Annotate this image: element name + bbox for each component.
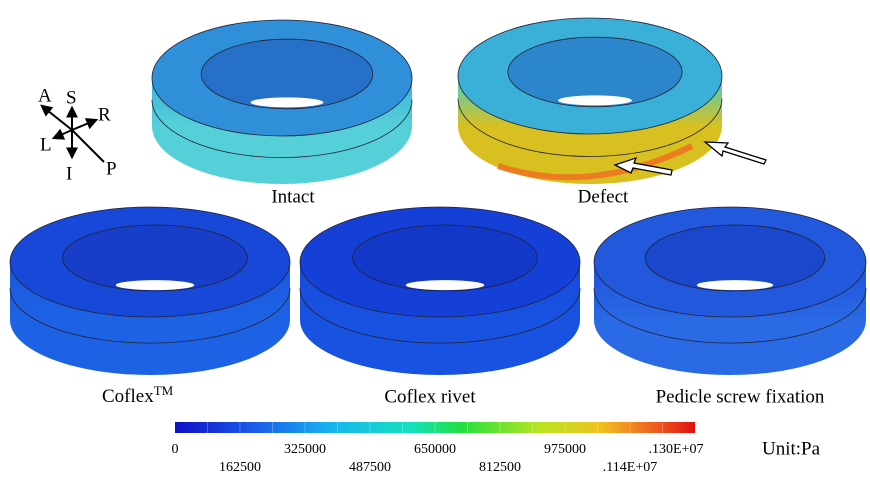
panel-label: CoflexTM (102, 383, 174, 407)
colorbar-tick-label: 487500 (349, 460, 391, 475)
panel-label: Pedicle screw fixation (656, 386, 825, 407)
orientation-label: P (106, 158, 117, 179)
orientation-label: L (40, 134, 52, 155)
disc-hole (116, 280, 194, 290)
figure: A S R L I P Intact Defect CoflexTM Cofle… (0, 0, 870, 477)
panel-label: Coflex rivet (384, 386, 476, 407)
disc-hole (251, 97, 324, 107)
orientation-label: A (38, 85, 52, 106)
orientation-label: R (98, 104, 111, 125)
colorbar-tick-label: 650000 (414, 442, 456, 457)
orientation-label: I (66, 163, 72, 184)
disc-hole (558, 95, 632, 105)
panel-label: Defect (578, 186, 629, 207)
colorbar-tick-label: 162500 (219, 460, 261, 475)
orientation-label: S (66, 87, 77, 108)
colorbar-tick-label: 812500 (479, 460, 521, 475)
colorbar-tick-label: .114E+07 (603, 460, 657, 475)
disc-hole (406, 280, 484, 290)
disc-hole (697, 280, 773, 290)
colorbar-tick-label: 325000 (284, 442, 326, 457)
panel-label-superscript: TM (154, 383, 174, 398)
panel-label: Intact (271, 186, 315, 207)
colorbar-unit: Unit:Pa (762, 438, 821, 459)
disc-renders (10, 18, 866, 375)
colorbar-tick-label: 975000 (544, 442, 586, 457)
colorbar-tick-label: .130E+07 (649, 442, 704, 457)
panel-label-text: Coflex (102, 386, 154, 407)
colorbar-tick-label: 0 (172, 442, 179, 457)
